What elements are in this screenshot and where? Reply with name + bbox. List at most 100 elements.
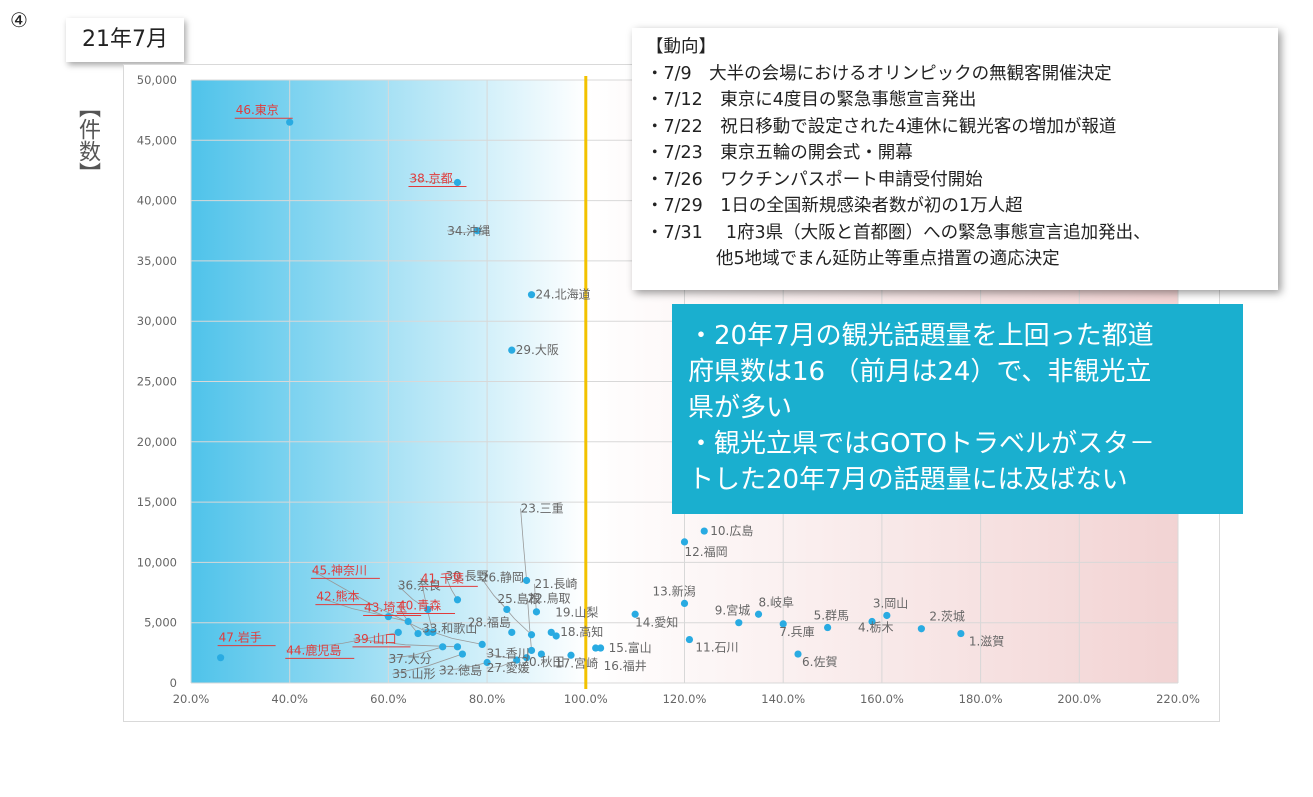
leader-line bbox=[397, 585, 429, 610]
point-label: 28.福島 bbox=[468, 614, 511, 629]
leader-line bbox=[286, 631, 399, 651]
data-point bbox=[527, 631, 536, 639]
data-point bbox=[473, 227, 481, 235]
notes-item: ・7/29 1日の全国新規感染者数が初の1万人超 bbox=[646, 196, 1023, 216]
callout-line: トした20年7月の話題量には及ばない bbox=[688, 465, 1128, 495]
leader-line bbox=[409, 178, 458, 183]
y-tick-label: 45,000 bbox=[137, 133, 177, 147]
y-tick-label: 40,000 bbox=[137, 194, 177, 208]
data-point bbox=[537, 650, 545, 658]
point-label: 15.富山 bbox=[609, 640, 652, 655]
leader-line bbox=[520, 508, 527, 581]
x-tick-label: 140.0% bbox=[761, 692, 805, 706]
point-label: 45.神奈川 bbox=[312, 563, 367, 577]
data-point bbox=[779, 620, 787, 628]
point-label: 30.長野 bbox=[445, 569, 488, 583]
data-point bbox=[508, 628, 516, 636]
circled-number: ④ bbox=[10, 8, 28, 32]
point-label: 16.福井 bbox=[604, 658, 647, 673]
point-label: 3.岡山 bbox=[873, 596, 908, 610]
point-label: 33.和歌山 bbox=[422, 620, 477, 635]
x-tick-label: 40.0% bbox=[271, 692, 308, 706]
point-label: 12.福岡 bbox=[685, 544, 728, 559]
point-label: 47.岩手 bbox=[219, 630, 262, 645]
data-point bbox=[404, 617, 412, 626]
data-point bbox=[478, 640, 486, 649]
point-label: 4.栃木 bbox=[858, 620, 893, 634]
data-point bbox=[868, 617, 876, 626]
notes-item: ・7/12 東京に4度目の緊急事態宣言発出 bbox=[646, 90, 977, 110]
y-axis-label-text: 【件数】 bbox=[75, 96, 100, 184]
data-point bbox=[453, 596, 462, 604]
y-axis-label: 【件数】 bbox=[72, 96, 102, 192]
data-point bbox=[883, 611, 891, 620]
leader-line bbox=[439, 662, 488, 671]
data-point bbox=[453, 178, 462, 187]
x-tick-label: 20.0% bbox=[173, 692, 210, 706]
point-label: 14.愛知 bbox=[635, 615, 678, 629]
notes-item: 他5地域でまん延防止等重点措置の適応決定 bbox=[646, 249, 1060, 269]
data-point bbox=[527, 291, 536, 299]
x-tick-label: 200.0% bbox=[1057, 692, 1101, 706]
notes-item: ・7/23 東京五輪の開会式・開幕 bbox=[646, 143, 913, 163]
data-point bbox=[458, 650, 467, 658]
data-point bbox=[957, 629, 965, 638]
data-point bbox=[685, 635, 694, 644]
point-label: 32.徳島 bbox=[439, 662, 482, 677]
leader-line bbox=[527, 598, 532, 651]
point-label: 25.島根 bbox=[498, 591, 541, 606]
notes-item: ・7/26 ワクチンパスポート申請受付開始 bbox=[646, 169, 983, 190]
data-point bbox=[794, 650, 802, 658]
data-point bbox=[439, 643, 447, 651]
point-label: 40.青森 bbox=[398, 598, 441, 613]
y-tick-label: 20,000 bbox=[137, 435, 177, 449]
leader-line bbox=[480, 577, 508, 610]
point-label: 7.兵庫 bbox=[779, 625, 814, 639]
data-point bbox=[513, 656, 521, 664]
y-tick-label: 10,000 bbox=[137, 555, 177, 569]
notes-item: ・7/31 1府3県（大阪と首都圏）への緊急事態宣言追加発出、 bbox=[646, 222, 1151, 243]
callout-line: 府県数は16 （前月は24）で、非観光立 bbox=[688, 357, 1152, 387]
leader-line bbox=[316, 596, 389, 618]
data-point bbox=[700, 527, 708, 535]
y-tick-label: 0 bbox=[170, 676, 177, 690]
point-label: 35.山形 bbox=[392, 667, 435, 681]
data-point bbox=[631, 610, 639, 618]
point-label: 43.埼玉 bbox=[364, 600, 407, 614]
data-point bbox=[414, 629, 422, 638]
y-tick-label: 35,000 bbox=[137, 254, 177, 268]
point-label: 46.東京 bbox=[236, 103, 279, 117]
point-label: 34.沖縄 bbox=[447, 223, 490, 238]
point-label: 37.大分 bbox=[389, 652, 432, 666]
data-point bbox=[547, 628, 555, 636]
point-label: 10.広島 bbox=[710, 523, 753, 538]
x-tick-label: 100.0% bbox=[564, 692, 608, 706]
data-point bbox=[754, 610, 763, 618]
point-label: 5.群馬 bbox=[814, 609, 849, 623]
leader-line bbox=[392, 653, 463, 675]
data-point bbox=[532, 608, 541, 616]
data-point bbox=[592, 644, 600, 652]
data-point bbox=[424, 605, 432, 614]
data-point bbox=[917, 625, 925, 633]
point-label: 8.岐阜 bbox=[759, 595, 794, 609]
y-tick-label: 50,000 bbox=[137, 73, 177, 87]
data-point bbox=[680, 538, 689, 546]
leader-line bbox=[534, 583, 537, 612]
data-point bbox=[394, 628, 402, 636]
point-label: 11.石川 bbox=[695, 641, 738, 655]
data-point bbox=[824, 623, 832, 632]
point-label: 17.宮崎 bbox=[555, 655, 598, 670]
y-tick-label: 30,000 bbox=[137, 314, 177, 328]
leader-line bbox=[486, 653, 527, 659]
notes-item: ・7/9 大半の会場におけるオリンピックの無観客開催決定 bbox=[646, 63, 1112, 84]
leader-line bbox=[388, 646, 443, 660]
leader-line bbox=[447, 230, 478, 234]
data-point bbox=[384, 613, 392, 621]
data-point bbox=[217, 654, 225, 662]
notes-item: ・7/22 祝日移動で設定された4連休に観光客の増加が報道 bbox=[646, 116, 1117, 137]
point-label: 29.大阪 bbox=[516, 343, 559, 357]
x-tick-label: 80.0% bbox=[469, 692, 506, 706]
point-label: 19.山梨 bbox=[555, 605, 598, 619]
x-tick-label: 160.0% bbox=[860, 692, 904, 706]
